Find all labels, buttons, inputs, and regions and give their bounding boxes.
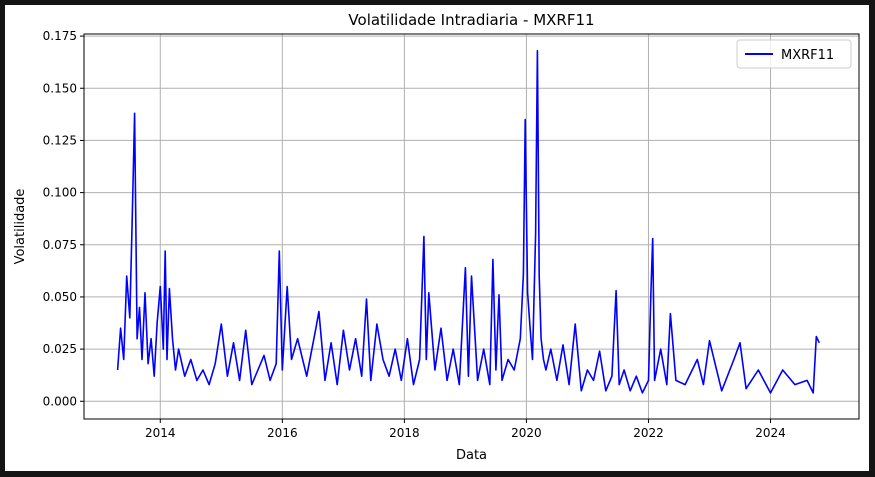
x-tick-label: 2014 — [145, 426, 176, 440]
x-tick-label: 2022 — [633, 426, 664, 440]
y-tick-label: 0.125 — [43, 133, 77, 147]
line-chart: Volatilidade Intradiaria - MXRF11 2014 20… — [13, 11, 860, 463]
grid-lines — [84, 34, 859, 419]
x-axis-ticks: 2014 2016 2018 2020 2022 2024 — [145, 419, 786, 440]
legend-label: MXRF11 — [781, 48, 834, 63]
y-tick-label: 0.175 — [43, 29, 77, 43]
legend-box — [736, 39, 852, 69]
y-tick-label: 0.150 — [43, 81, 77, 95]
legend: MXRF11 — [736, 39, 852, 69]
x-tick-label: 2018 — [389, 426, 420, 440]
y-axis-label: Volatilidade — [13, 189, 28, 265]
x-axis-label: Data — [456, 448, 487, 463]
x-tick-label: 2016 — [267, 426, 298, 440]
y-tick-label: 0.000 — [43, 394, 77, 408]
series-layer — [116, 49, 821, 394]
x-tick-label: 2024 — [755, 426, 786, 440]
figure-canvas: Volatilidade Intradiaria - MXRF11 2014 20… — [5, 5, 869, 471]
x-tick-label: 2020 — [511, 426, 542, 440]
plot-area-frame — [83, 33, 860, 420]
series-line — [116, 49, 821, 394]
y-tick-label: 0.075 — [43, 238, 77, 252]
y-axis-ticks: 0.000 0.025 0.050 0.075 0.100 0.125 0.150 0.175 — [43, 29, 84, 408]
y-tick-label: 0.100 — [43, 186, 77, 200]
chart-title: Volatilidade Intradiaria - MXRF11 — [348, 11, 594, 29]
y-tick-label: 0.050 — [43, 290, 77, 304]
y-tick-label: 0.025 — [43, 342, 77, 356]
